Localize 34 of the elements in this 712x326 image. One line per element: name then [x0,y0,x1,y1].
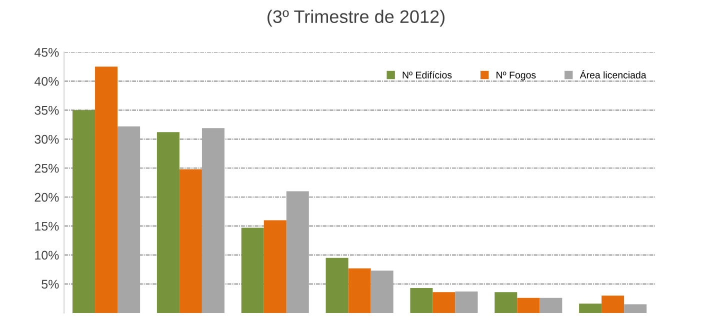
bar [494,292,518,313]
bar [579,304,602,313]
bar [179,169,202,313]
bar [286,191,309,313]
bar [95,66,118,313]
bar [370,270,394,313]
y-tick-label: 15% [35,222,59,231]
y-tick-label: 10% [35,250,59,260]
bar [202,128,224,313]
chart-title: (3º Trimestre de 2012) [268,10,444,27]
y-tick-label: 5% [42,280,59,289]
bar [410,288,433,313]
bar [118,126,140,313]
y-tick-label: 25% [34,164,59,173]
bar [624,304,647,313]
bar [72,110,96,313]
legend-label: Área licenciada [580,70,646,78]
bar [602,296,624,313]
y-tick-label: 20% [34,192,59,202]
y-tick-label: 40% [34,76,59,86]
bar [348,268,371,313]
y-tick-label: 35% [34,106,59,115]
y-tick-label: 30% [34,134,59,144]
y-tick-label: 45% [34,48,59,57]
bar [264,220,286,313]
bar [455,292,478,313]
legend-label: Nº Edifícios [402,71,452,78]
bar [432,292,456,313]
bar [156,132,180,313]
legend-label: Nº Fogos [496,72,536,80]
bar [326,258,348,313]
bar [540,298,562,313]
bar [517,298,540,313]
bar [241,228,264,313]
